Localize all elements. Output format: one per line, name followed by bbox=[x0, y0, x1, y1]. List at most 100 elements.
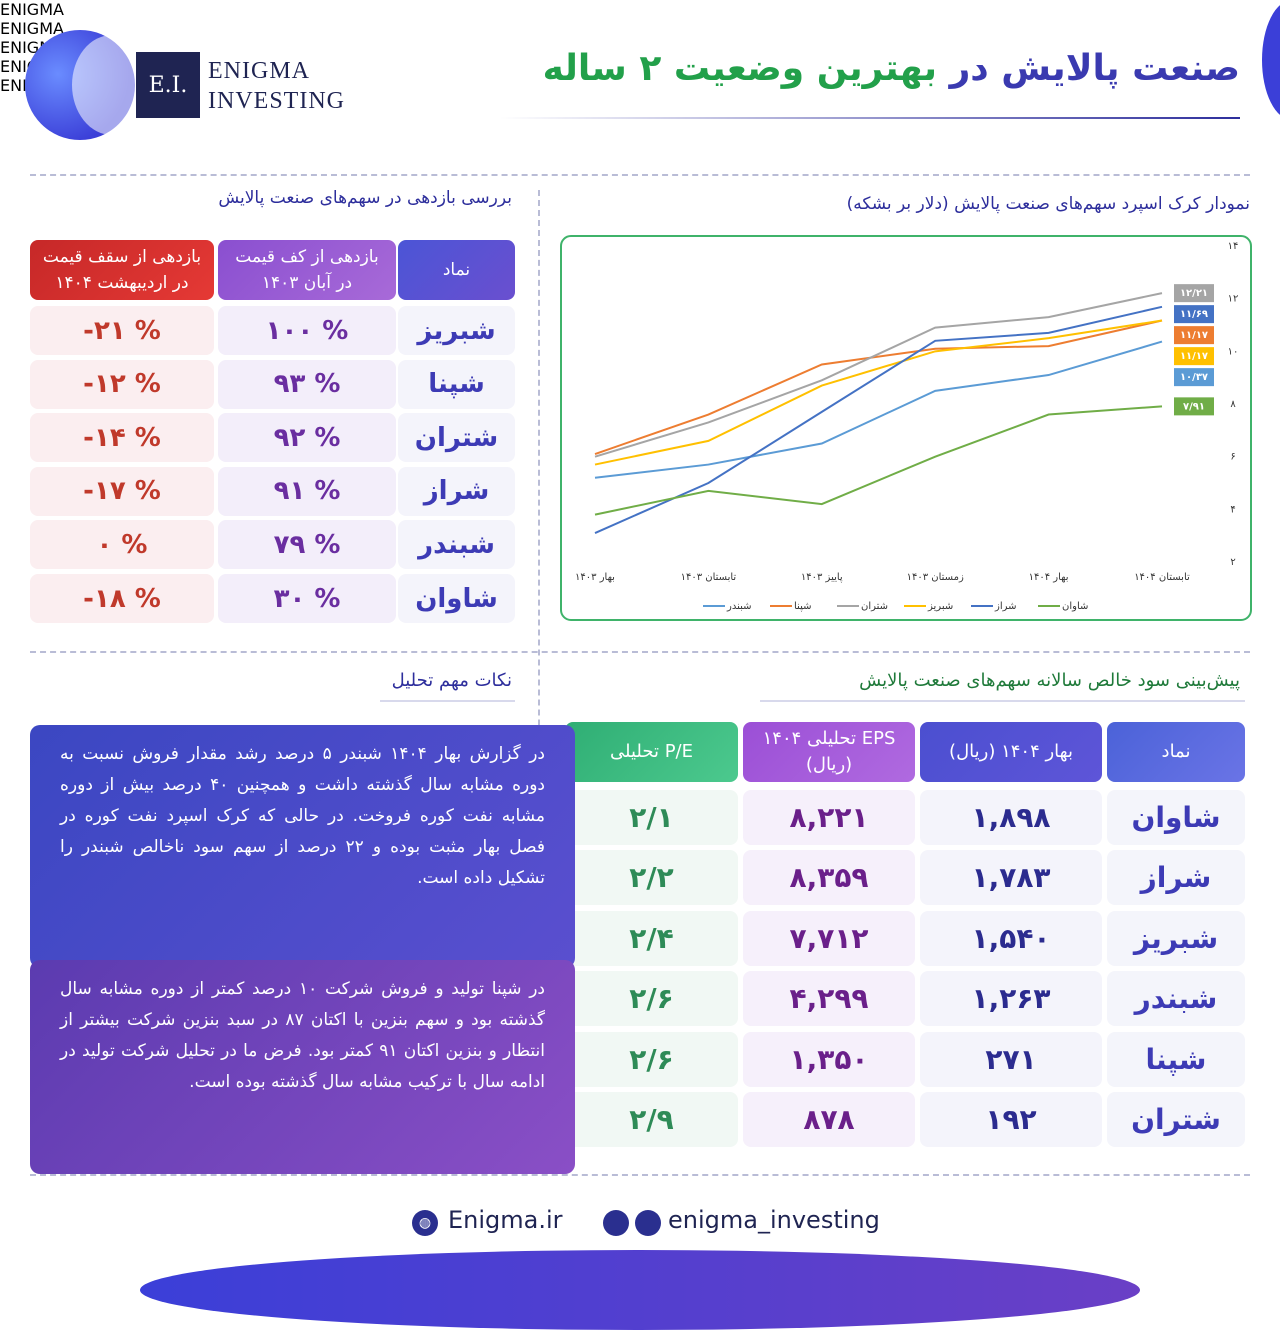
section-title: نکات مهم تحلیل bbox=[391, 670, 512, 691]
separator bbox=[30, 174, 1250, 176]
return-cell: -۱۸ % bbox=[30, 574, 214, 623]
end-label: ۱۱/۱۷ bbox=[1180, 330, 1208, 341]
end-label: ۱۱/۶۹ bbox=[1180, 309, 1208, 320]
value-cell: ۱,۳۵۰ bbox=[743, 1031, 915, 1087]
social-handle[interactable]: enigma_investing bbox=[668, 1206, 880, 1234]
return-cell: ۹۱ % bbox=[218, 466, 396, 516]
series-line bbox=[594, 305, 1163, 534]
value-cell: ۲/۹ bbox=[565, 1092, 738, 1147]
y-tick-label: ۱۴ bbox=[1228, 241, 1239, 252]
series-line bbox=[594, 292, 1163, 458]
chart: ۲ ۴ ۶ ۸ ۱۰ ۱۲ ۱۴ بهار ۱۴۰۳ تابستان ۱۴۰۳ پاییز ۱۴۰… bbox=[560, 235, 1252, 621]
end-label: ۱۲/۲۱ bbox=[1180, 288, 1208, 299]
title-underline bbox=[380, 700, 515, 702]
series-line bbox=[594, 405, 1163, 516]
symbol-cell: شبریز bbox=[1107, 910, 1245, 966]
legend-label: شبریز bbox=[927, 601, 953, 612]
end-label-box bbox=[1174, 368, 1214, 387]
title-part: صنعت پالایش در bbox=[949, 48, 1240, 89]
y-tick-label: ۲ bbox=[1230, 557, 1235, 568]
value-cell: ۱,۵۴۰ bbox=[920, 910, 1102, 966]
separator bbox=[30, 1174, 1250, 1176]
table-header: بهار ۱۴۰۴ (ریال) bbox=[920, 722, 1102, 782]
y-tick-label: ۱۰ bbox=[1228, 346, 1239, 357]
legend-label: شراز bbox=[994, 601, 1017, 612]
series-line bbox=[594, 340, 1163, 479]
chart-frame bbox=[560, 235, 1252, 621]
end-label-box bbox=[1174, 326, 1214, 345]
watermark: ENIGMA bbox=[0, 0, 64, 19]
value-cell: ۷,۷۱۲ bbox=[743, 910, 915, 966]
end-label: ۷/۹۱ bbox=[1183, 401, 1205, 412]
x-tick-label: تابستان ۱۴۰۴ bbox=[1134, 572, 1190, 583]
web-icon: ◍ bbox=[412, 1210, 438, 1236]
symbol-cell: شراز bbox=[1107, 850, 1245, 906]
main-title: صنعت پالایش در بهترین وضعیت ۲ ساله bbox=[543, 48, 1240, 89]
symbol-cell: شبریز bbox=[398, 306, 515, 355]
symbol-cell: شتران bbox=[398, 413, 515, 463]
value-cell: ۱۹۲ bbox=[920, 1092, 1102, 1147]
legend-label: شاوان bbox=[1062, 601, 1088, 612]
note-box: در شپنا تولید و فروش شرکت ۱۰ درصد کمتر ا… bbox=[30, 960, 575, 1174]
tables: ENIGMAENIGMAENIGMAENIGMAENIGMAنمادبازدهی… bbox=[0, 0, 1280, 1147]
table-header: P/E تحلیلی bbox=[565, 722, 738, 782]
instagram-icon bbox=[603, 1210, 629, 1236]
return-cell: -۲۱ % bbox=[30, 306, 214, 355]
value-cell: ۱,۸۹۸ bbox=[920, 790, 1102, 845]
logo-text: ENIGMA bbox=[208, 58, 310, 84]
value-cell: ۱,۷۸۳ bbox=[920, 850, 1102, 906]
end-label: ۱۰/۳۷ bbox=[1180, 372, 1208, 383]
x-tick-label: بهار ۱۴۰۴ bbox=[1029, 572, 1069, 583]
value-cell: ۸,۲۲۱ bbox=[743, 790, 915, 845]
separator bbox=[538, 190, 540, 1165]
section-title: نمودار کرک اسپرد سهم‌های صنعت پالایش (دل… bbox=[846, 194, 1250, 214]
corner-decoration bbox=[1262, 0, 1280, 120]
return-cell: -۱۷ % bbox=[30, 466, 214, 516]
y-tick-label: ۸ bbox=[1230, 399, 1236, 410]
logo-text: INVESTING bbox=[208, 88, 345, 114]
value-cell: ۲/۶ bbox=[565, 1031, 738, 1087]
value-cell: ۱,۲۶۳ bbox=[920, 971, 1102, 1027]
symbol-cell: شاوان bbox=[1107, 790, 1245, 845]
note-box: در گزارش بهار ۱۴۰۴ شبندر ۵ درصد رشد مقدا… bbox=[30, 725, 575, 968]
title-part: بهترین وضعیت ۲ ساله bbox=[542, 48, 938, 89]
y-tick-label: ۱۲ bbox=[1228, 294, 1239, 305]
symbol-cell: شبندر bbox=[1107, 971, 1245, 1027]
legend-label: شپنا bbox=[794, 601, 811, 612]
return-cell: ۷۹ % bbox=[218, 520, 396, 570]
symbol-cell: شتران bbox=[1107, 1092, 1245, 1147]
separator bbox=[30, 651, 1250, 653]
legend-label: شتران bbox=[861, 601, 888, 612]
return-cell: ۹۲ % bbox=[218, 413, 396, 463]
symbol-cell: شپنا bbox=[1107, 1031, 1245, 1087]
telegram-icon bbox=[635, 1210, 661, 1236]
return-cell: ۰ % bbox=[30, 520, 214, 570]
return-cell: ۱۰۰ % bbox=[218, 306, 396, 355]
logo-mark: E.I. bbox=[136, 52, 200, 118]
series-line bbox=[594, 319, 1163, 466]
table-header: نماد bbox=[398, 240, 515, 300]
end-label-box bbox=[1174, 305, 1214, 324]
return-cell: -۱۴ % bbox=[30, 413, 214, 463]
value-cell: ۲/۱ bbox=[565, 790, 738, 845]
footer-wave bbox=[140, 1250, 1140, 1330]
end-label: ۱۱/۱۷ bbox=[1180, 351, 1208, 362]
value-cell: ۸۷۸ bbox=[743, 1092, 915, 1147]
value-cell: ۲۷۱ bbox=[920, 1031, 1102, 1087]
symbol-cell: شپنا bbox=[398, 359, 515, 409]
table-header: بازدهی از سقف قیمت در اردیبهشت ۱۴۰۴ bbox=[30, 240, 214, 300]
x-tick-label: بهار ۱۴۰۳ bbox=[575, 572, 615, 583]
symbol-cell: شبندر bbox=[398, 520, 515, 570]
symbol-cell: شراز bbox=[398, 466, 515, 516]
table-header: EPS تحلیلی ۱۴۰۴ (ریال) bbox=[743, 722, 915, 782]
end-label-box bbox=[1174, 284, 1214, 303]
legend-label: شبندر bbox=[726, 601, 752, 612]
return-cell: -۱۲ % bbox=[30, 359, 214, 409]
website[interactable]: Enigma.ir bbox=[448, 1206, 563, 1234]
y-tick-label: ۴ bbox=[1230, 504, 1235, 515]
value-cell: ۴,۲۹۹ bbox=[743, 971, 915, 1027]
end-label-box bbox=[1174, 347, 1214, 366]
symbol-cell: شاوان bbox=[398, 574, 515, 623]
end-label-box bbox=[1174, 397, 1214, 416]
